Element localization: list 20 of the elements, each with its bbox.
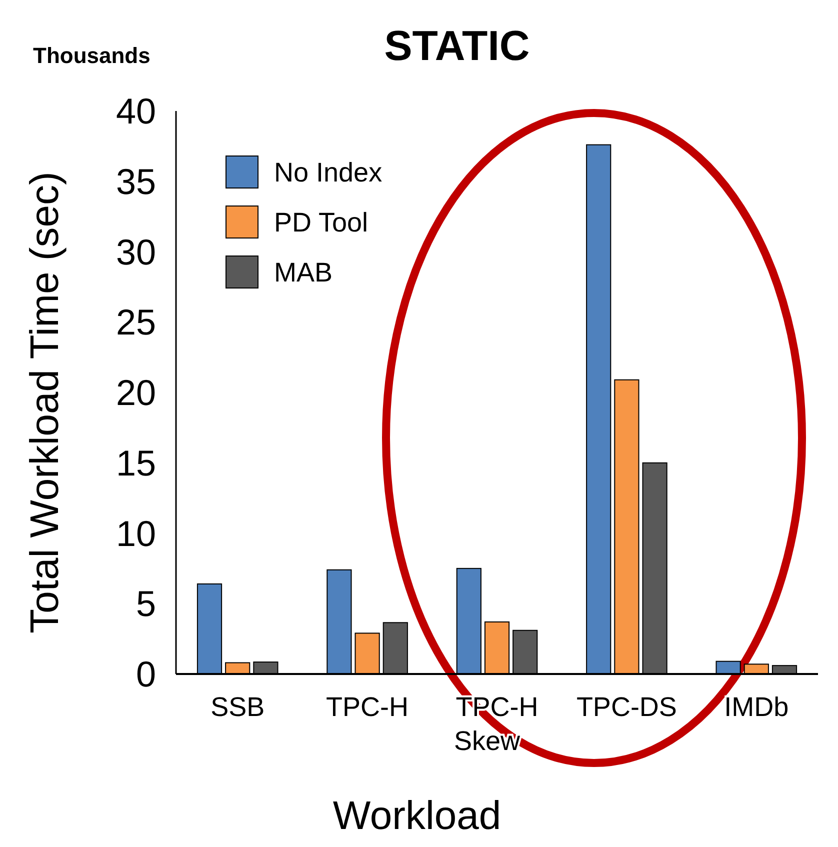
x-tick-label: SSB xyxy=(210,692,265,722)
y-tick-label: 0 xyxy=(136,654,156,695)
legend-label: PD Tool xyxy=(274,207,368,238)
legend-label: MAB xyxy=(274,257,333,288)
y-tick-label: 30 xyxy=(116,231,156,272)
chart-title: STATIC xyxy=(384,22,530,69)
y-tick-label: 35 xyxy=(116,160,156,202)
y-tick-label: 10 xyxy=(116,512,156,554)
x-axis-title: Workload xyxy=(332,794,502,838)
y-tick-label: 40 xyxy=(116,90,156,132)
y-tick-label: 5 xyxy=(136,583,156,624)
y-tick-label: 15 xyxy=(116,442,156,484)
x-tick-label: IMDb xyxy=(724,692,789,722)
x-tick-label: TPC-H xyxy=(326,692,409,722)
text: Thousands xyxy=(33,43,150,68)
legend-label: No Index xyxy=(274,157,383,188)
y-axis-title: Total Workload Time (sec) xyxy=(23,172,67,634)
x-tick-label: TPC-DS xyxy=(576,692,677,722)
y-tick-label: 20 xyxy=(116,372,156,414)
y-tick-label: 25 xyxy=(116,302,156,343)
